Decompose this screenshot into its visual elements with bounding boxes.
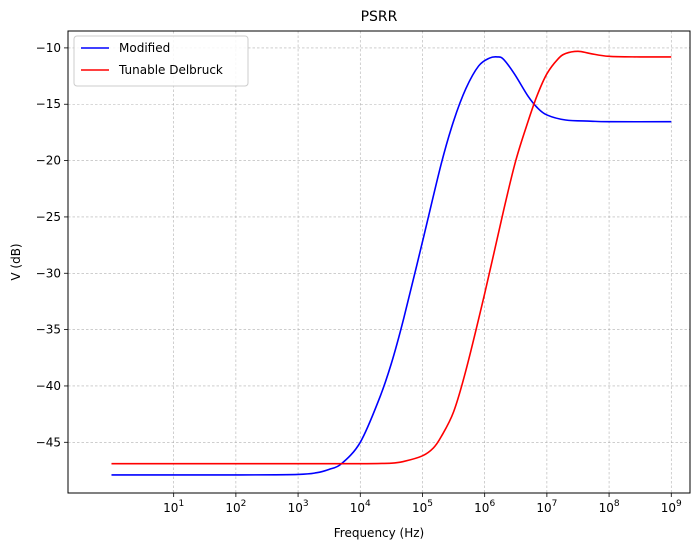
y-axis-label: V (dB) xyxy=(9,243,23,280)
legend: Modified Tunable Delbruck xyxy=(73,35,249,87)
x-tick-label: 102 xyxy=(225,499,246,515)
x-tick-label: 104 xyxy=(350,499,371,515)
series-line-tunable-delbruck xyxy=(111,50,672,465)
legend-label-tunable-delbruck: Tunable Delbruck xyxy=(118,63,223,77)
x-tick-label: 107 xyxy=(536,499,557,515)
series-line-modified xyxy=(111,55,672,476)
x-tick-label: 105 xyxy=(412,499,433,515)
legend-box xyxy=(73,35,249,87)
y-tick-label: −35 xyxy=(36,323,61,337)
legend-label-modified: Modified xyxy=(119,41,170,55)
grid-layer xyxy=(68,31,690,493)
x-tick-label: 101 xyxy=(163,499,184,515)
y-tick-label: −25 xyxy=(36,210,61,224)
x-axis-ticks: 101 102 103 104 105 106 107 108 109 xyxy=(163,493,682,515)
x-axis-label: Frequency (Hz) xyxy=(334,526,425,540)
x-tick-label: 103 xyxy=(288,499,309,515)
y-tick-label: −20 xyxy=(36,154,61,168)
x-tick-label: 109 xyxy=(661,499,682,515)
y-axis-ticks: −10 −15 −20 −25 −30 −35 −40 −45 xyxy=(36,41,68,449)
y-tick-label: −10 xyxy=(36,41,61,55)
y-tick-label: −30 xyxy=(36,266,61,280)
x-tick-label: 108 xyxy=(599,499,620,515)
y-tick-label: −45 xyxy=(36,435,61,449)
plot-frame xyxy=(67,30,691,494)
y-tick-label: −40 xyxy=(36,379,61,393)
chart-title: PSRR xyxy=(361,9,398,25)
x-tick-label: 106 xyxy=(474,499,495,515)
y-tick-label: −15 xyxy=(36,97,61,111)
series-layer xyxy=(111,50,672,476)
